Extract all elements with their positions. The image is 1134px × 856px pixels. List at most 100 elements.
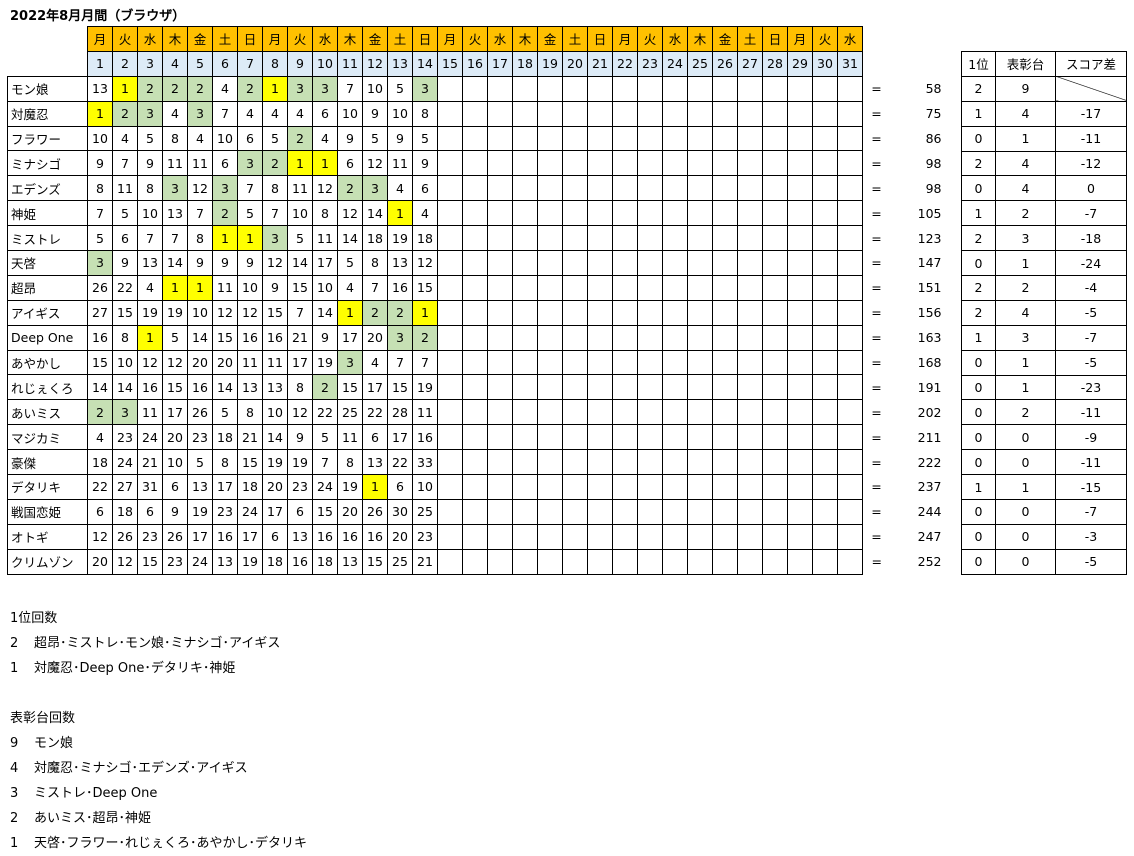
rank-cell: 9 bbox=[237, 250, 263, 276]
rank-cell bbox=[762, 374, 788, 401]
rank-cell: 13 bbox=[212, 548, 238, 575]
rank-cell bbox=[512, 125, 538, 152]
rank-cell: 5 bbox=[187, 449, 213, 476]
stats-row: 0 0 -7 bbox=[961, 499, 1127, 525]
rank-cell bbox=[537, 75, 563, 102]
note-names: 対魔忍･ミナシゴ･エデンズ･アイギス bbox=[34, 761, 248, 776]
stats-row: 2 2 -4 bbox=[961, 275, 1127, 301]
rank-cell bbox=[662, 498, 688, 525]
note-line: 2 あいミス･超昂･神姫 bbox=[10, 806, 307, 831]
rank-cell: 2 bbox=[112, 100, 138, 127]
rank-cell bbox=[612, 299, 638, 326]
equals-sign: = bbox=[871, 205, 882, 221]
podium-count: 3 bbox=[995, 225, 1056, 252]
rank-cell bbox=[712, 449, 738, 476]
rank-cell bbox=[787, 349, 813, 376]
rank-cell bbox=[787, 100, 813, 127]
rank-cell: 13 bbox=[87, 75, 113, 102]
rank-cell bbox=[712, 399, 738, 426]
podium-count-list: 9 モン娘 4 対魔忍･ミナシゴ･エデンズ･アイギス 3 ミストレ･Deep One 2 あい… bbox=[10, 731, 307, 856]
rank-cell bbox=[537, 424, 563, 451]
rank-cell bbox=[487, 200, 513, 227]
date-cell: 6 bbox=[212, 50, 238, 77]
rank-cell bbox=[737, 523, 763, 550]
first-place-count: 0 bbox=[961, 399, 996, 426]
stats-row: 0 0 -9 bbox=[961, 424, 1127, 451]
rank-cell: 6 bbox=[287, 498, 313, 525]
rank-cell bbox=[512, 399, 538, 426]
header-corner bbox=[8, 51, 88, 76]
rank-cell: 20 bbox=[337, 498, 363, 525]
rank-cell bbox=[687, 150, 713, 177]
rank-cell bbox=[712, 75, 738, 102]
rank-cell: 17 bbox=[162, 399, 188, 426]
rank-cell bbox=[787, 225, 813, 252]
rank-cell: 19 bbox=[187, 498, 213, 525]
rank-cell: 3 bbox=[112, 399, 138, 426]
note-line: 1 対魔忍･Deep One･デタリキ･神姫 bbox=[10, 656, 307, 681]
rank-cell: 1 bbox=[112, 75, 138, 102]
date-cell: 25 bbox=[687, 50, 713, 77]
table-row: モン娘 13 1 2 2 2 4 2 1 3 3 7 10 5 3 = 58 bbox=[7, 75, 945, 102]
rank-cell: 1 bbox=[237, 225, 263, 252]
rank-cell bbox=[637, 523, 663, 550]
rank-cell bbox=[537, 474, 563, 500]
score-diff: -7 bbox=[1055, 200, 1127, 227]
table-row: エデンズ 8 11 8 3 12 3 7 8 11 12 2 3 4 6 = 98 bbox=[7, 175, 945, 202]
rank-cell: 14 bbox=[337, 225, 363, 252]
rank-cell bbox=[612, 324, 638, 351]
first-place-count: 0 bbox=[961, 250, 996, 277]
rank-cell: 14 bbox=[212, 374, 238, 401]
rank-cell: 15 bbox=[412, 274, 438, 301]
rank-cell bbox=[637, 399, 663, 426]
rank-cell: 2 bbox=[387, 299, 413, 326]
rank-cell: 5 bbox=[237, 200, 263, 227]
rank-cell bbox=[512, 523, 538, 550]
rank-cell bbox=[462, 125, 488, 152]
weekday-cell: 月 bbox=[262, 26, 288, 52]
rank-cell bbox=[687, 548, 713, 575]
first-place-count: 1 bbox=[961, 324, 996, 351]
score-diff: -3 bbox=[1055, 523, 1127, 550]
game-name: れじぇくろ bbox=[7, 374, 88, 401]
rank-cell bbox=[487, 324, 513, 351]
rank-cell bbox=[612, 374, 638, 401]
rank-cell bbox=[562, 299, 588, 326]
rank-cell: 15 bbox=[112, 299, 138, 326]
rank-cell bbox=[637, 474, 663, 500]
equals-sign: = bbox=[871, 429, 882, 445]
score-diff: -18 bbox=[1055, 225, 1127, 252]
stats-header: スコア差 bbox=[1055, 51, 1127, 77]
table-row: ミストレ 5 6 7 7 8 1 1 3 5 11 14 18 19 18 = 123 bbox=[7, 225, 945, 252]
weekday-cell: 火 bbox=[637, 26, 663, 52]
total-score: 211 bbox=[917, 429, 942, 445]
rank-cell bbox=[437, 299, 463, 326]
rank-cell bbox=[462, 474, 488, 500]
first-place-count: 2 bbox=[961, 75, 996, 102]
total-score: 237 bbox=[917, 479, 942, 495]
game-name: オトギ bbox=[7, 523, 88, 550]
rank-cell: 9 bbox=[312, 324, 338, 351]
rank-cell bbox=[737, 399, 763, 426]
rank-cell: 12 bbox=[287, 399, 313, 426]
rank-cell bbox=[662, 324, 688, 351]
rank-cell bbox=[687, 274, 713, 301]
rank-cell bbox=[537, 324, 563, 351]
rank-cell bbox=[737, 449, 763, 476]
rank-cell: 31 bbox=[137, 474, 163, 500]
rank-cell: 13 bbox=[262, 374, 288, 401]
rank-cell: 4 bbox=[362, 349, 388, 376]
date-cell: 14 bbox=[412, 50, 438, 77]
weekday-cell: 水 bbox=[137, 26, 163, 52]
rank-cell: 20 bbox=[362, 324, 388, 351]
rank-cell: 10 bbox=[87, 125, 113, 152]
rank-cell bbox=[812, 324, 838, 351]
rank-cell bbox=[662, 474, 688, 500]
rank-cell bbox=[437, 250, 463, 276]
first-place-count: 0 bbox=[961, 424, 996, 451]
rank-cell: 20 bbox=[387, 523, 413, 550]
equals-sign: = bbox=[871, 479, 882, 495]
rank-cell bbox=[662, 299, 688, 326]
rank-cell: 13 bbox=[387, 250, 413, 276]
rank-cell: 1 bbox=[337, 299, 363, 326]
